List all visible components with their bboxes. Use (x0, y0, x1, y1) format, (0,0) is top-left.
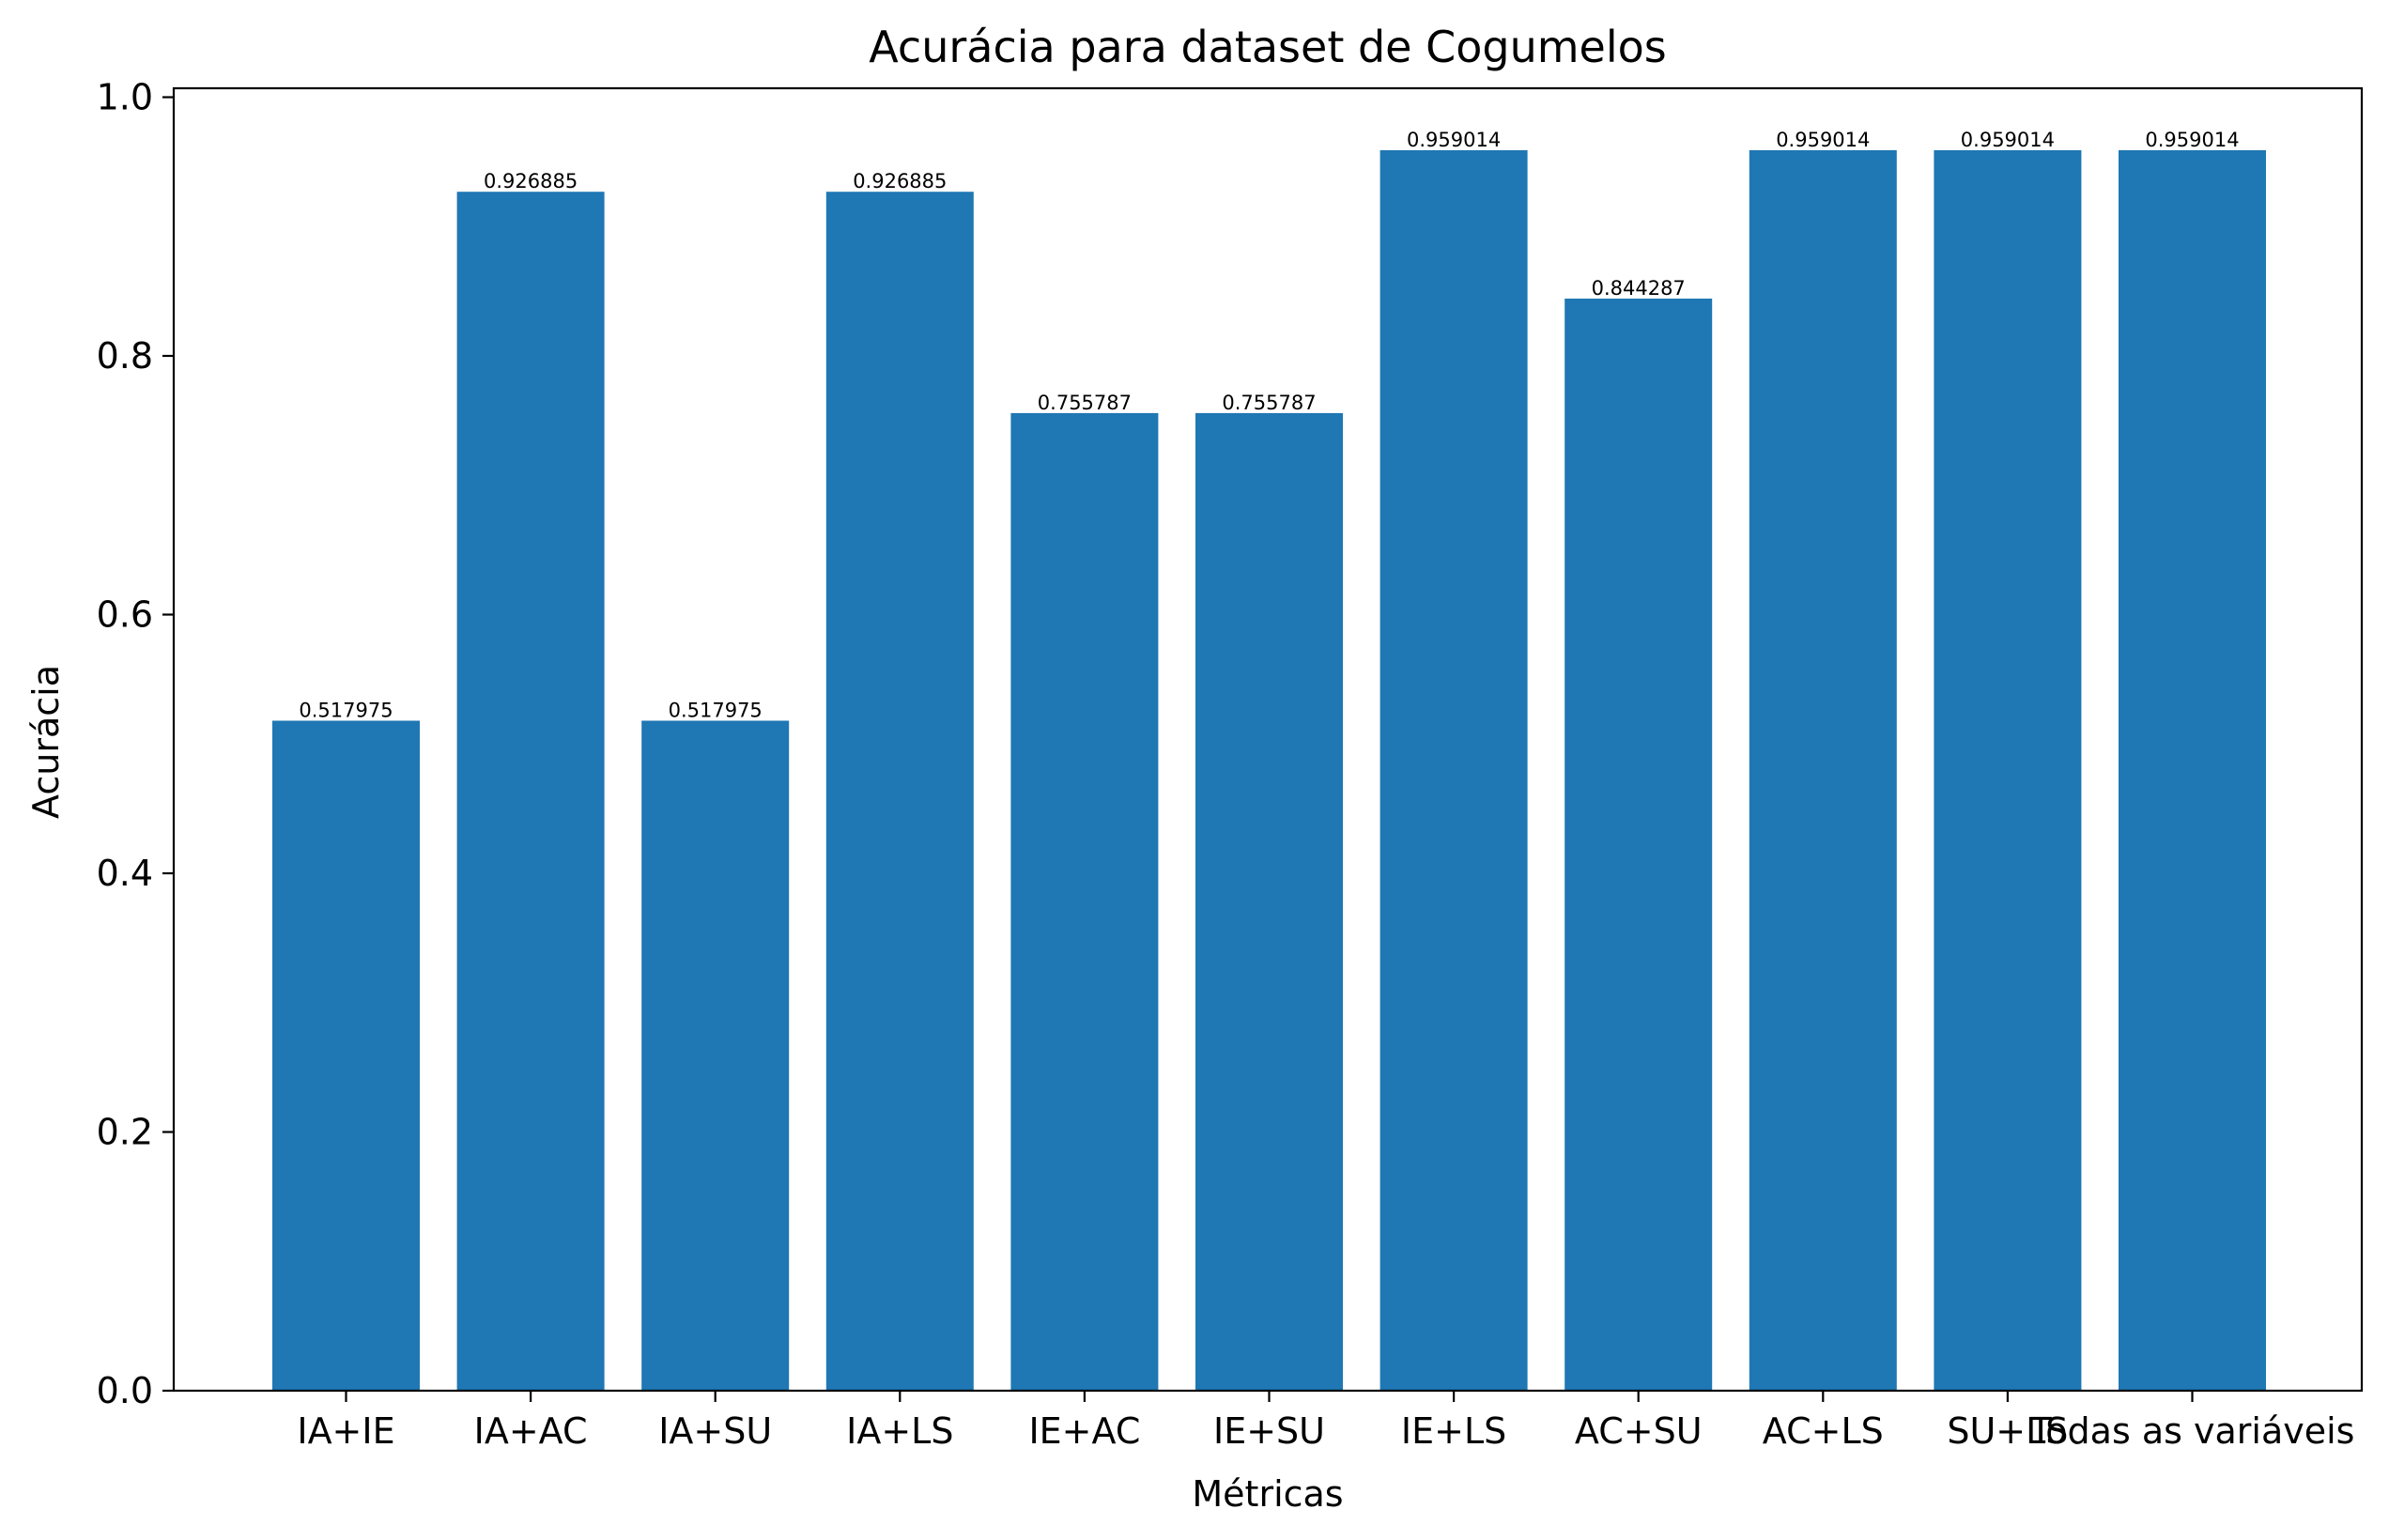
bar-value-label: 0.959014 (1776, 129, 1870, 151)
bar-ie-ls (1379, 149, 1528, 1391)
bar-ia-su (641, 720, 790, 1391)
x-tick-label: Todas as variáveis (2029, 1410, 2355, 1452)
x-tick-label: IE+AC (1028, 1410, 1140, 1452)
bar-todas-as-vari-veis (2119, 149, 2266, 1391)
x-tick-label: AC+LS (1763, 1410, 1884, 1452)
bar-ac-su (1564, 298, 1713, 1391)
bar-value-label: 0.926885 (484, 170, 578, 192)
bar-ia-ac (456, 192, 605, 1391)
y-tick-label: 0.0 (97, 1370, 153, 1411)
bar-ac-ls (1749, 149, 1897, 1391)
bar-ia-ie (272, 720, 420, 1391)
bar-value-label: 0.959014 (2145, 129, 2239, 151)
bar-value-label: 0.755787 (1222, 392, 1316, 414)
bar-value-label: 0.755787 (1038, 392, 1132, 414)
x-tick-label: IA+AC (474, 1410, 588, 1452)
x-tick-label: IA+LS (846, 1410, 953, 1452)
x-tick-label: IE+LS (1401, 1410, 1506, 1452)
y-axis-label: Acurácia (25, 665, 67, 819)
bar-value-label: 0.959014 (1961, 129, 2055, 151)
y-tick-label: 0.2 (97, 1112, 153, 1153)
bar-value-label: 0.959014 (1407, 129, 1501, 151)
bar-ie-ac (1010, 412, 1159, 1391)
y-tick-label: 0.6 (97, 594, 153, 636)
bar-ia-ls (825, 192, 974, 1391)
bar-value-label: 0.517975 (299, 699, 393, 721)
y-tick-label: 1.0 (97, 77, 153, 118)
bar-su-ls (1934, 149, 2082, 1391)
data-labels-group: 0.517975 0.926885 0.517975 0.926885 0.755787… (299, 129, 2239, 722)
x-tick-label: IE+SU (1213, 1410, 1325, 1452)
plot-area-frame (172, 86, 2364, 1393)
x-tick-label: SU+LS (1947, 1410, 2068, 1452)
bar-ie-su (1195, 412, 1343, 1391)
x-axis-label: Métricas (1192, 1473, 1343, 1515)
bar-value-label: 0.844287 (1592, 277, 1686, 300)
bars-group (272, 149, 2266, 1391)
bar-value-label: 0.517975 (669, 699, 763, 721)
x-tick-label: AC+SU (1575, 1410, 1703, 1452)
x-axis-ticks: IA+IE IA+AC IA+SU IA+LS IE+AC IE+SU IE+LS AC+SU… (297, 1391, 2354, 1452)
x-tick-label: IA+IE (297, 1410, 394, 1452)
y-axis-ticks: 0.0 0.2 0.4 0.6 0.8 1.0 (97, 77, 174, 1411)
x-tick-label: IA+SU (658, 1410, 772, 1452)
y-tick-label: 0.8 (97, 335, 153, 377)
chart-title: Acurácia para dataset de Cogumelos (869, 22, 1666, 72)
bar-value-label: 0.926885 (853, 170, 947, 192)
y-tick-label: 0.4 (97, 853, 153, 894)
